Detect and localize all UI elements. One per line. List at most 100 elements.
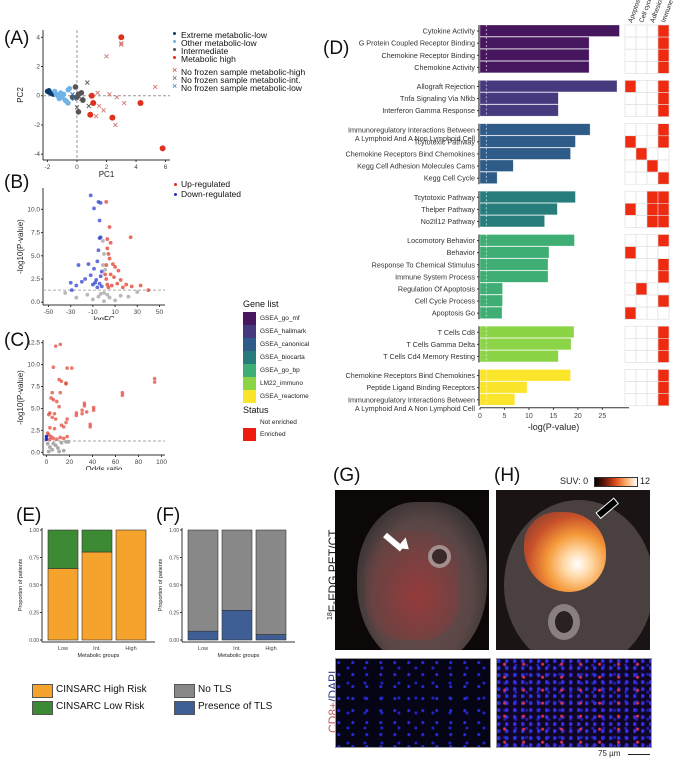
- y-tick-label: 0.50: [29, 583, 39, 589]
- data-point: [112, 275, 116, 280]
- tls-stacked-bar-chart: 0.00 0.25 0.50 0.75 1.00 Proportion of patien…: [158, 528, 295, 659]
- heatmap-cell-not-enriched: [635, 123, 648, 137]
- data-point: [63, 291, 68, 295]
- data-point: [118, 278, 123, 282]
- gene-list-label: LM22_immuno: [260, 380, 303, 387]
- data-point-x: [101, 108, 106, 113]
- data-point: [98, 291, 103, 296]
- x-stroke: [84, 80, 90, 85]
- stacked-bar-segment: [115, 529, 147, 641]
- stacked-bar-segment: [187, 529, 219, 632]
- gene-list-swatch: [243, 364, 256, 377]
- x-tick-label: 4: [134, 164, 138, 171]
- heatmap-cell-not-enriched: [646, 80, 659, 93]
- heatmap-cell-enriched: [624, 80, 637, 93]
- data-point: [97, 281, 102, 286]
- heatmap-cell-enriched: [657, 270, 670, 284]
- pet-ct-image-high: [496, 490, 650, 650]
- bar: [479, 270, 549, 283]
- data-point: [120, 390, 125, 395]
- x-tick-label: 20: [66, 459, 74, 466]
- heatmap-cell-not-enriched: [635, 80, 648, 93]
- heatmap-cell-not-enriched: [657, 246, 670, 260]
- data-point: [115, 281, 120, 286]
- heatmap-cell-not-enriched: [624, 215, 637, 228]
- legend-label: Intermediate: [181, 46, 229, 56]
- heatmap-cell-enriched: [646, 203, 659, 216]
- x-stroke: [96, 103, 102, 109]
- heatmap-cell-not-enriched: [624, 234, 637, 247]
- heatmap-cell-not-enriched: [624, 325, 637, 339]
- heatmap-cell-not-enriched: [646, 104, 659, 117]
- legend-marker-dot: [173, 48, 176, 51]
- x-tick-label: 0: [75, 164, 79, 171]
- panel-label-e: (E): [16, 505, 42, 526]
- data-point: [146, 288, 151, 293]
- y-tick-label: 1.00: [29, 528, 39, 534]
- suv-label: SUV: 0: [560, 476, 589, 486]
- heatmap-cell-not-enriched: [635, 294, 648, 308]
- data-point: [74, 413, 79, 418]
- heatmap-cell-not-enriched: [635, 215, 648, 228]
- heatmap-cell-not-enriched: [624, 393, 637, 407]
- data-point: [100, 239, 105, 243]
- data-point: [135, 290, 140, 294]
- data-point: [96, 294, 101, 299]
- data-point: [152, 376, 157, 381]
- data-point: [92, 266, 96, 271]
- data-point: [98, 200, 103, 205]
- data-point: [120, 393, 125, 398]
- data-point: [99, 284, 104, 289]
- x-stroke: [79, 96, 84, 101]
- bar: [479, 246, 550, 259]
- y-tick-label: 2.5: [31, 427, 40, 434]
- heatmap-cell-enriched: [657, 337, 670, 351]
- gene-list-label: GSEA_go_bp: [260, 367, 300, 374]
- bar-label: Kegg Cell Adhesion Molecules Cams: [357, 162, 475, 171]
- heatmap-cell-not-enriched: [635, 325, 648, 339]
- legend-marker-x: ×: [172, 65, 178, 75]
- x-stroke: [104, 53, 109, 59]
- heatmap-cell-not-enriched: [635, 234, 648, 247]
- data-point-x: [121, 100, 127, 106]
- data-point: [152, 380, 157, 384]
- legend-label: No frozen sample metabolic-high: [181, 67, 306, 77]
- x-axis-label: Metabolic groups: [218, 653, 260, 659]
- heatmap-cell-not-enriched: [635, 381, 648, 395]
- data-point: [44, 434, 49, 439]
- heatmap-cell-not-enriched: [646, 282, 659, 296]
- data-point-x: [86, 103, 92, 109]
- bar-label: Chemokine Receptors Bind Chemokines: [346, 149, 476, 158]
- heatmap-cell-enriched: [624, 135, 637, 149]
- legend-marker-dot: [173, 32, 176, 35]
- y-tick-label: 5.0: [31, 253, 40, 260]
- bar: [479, 135, 576, 148]
- suv-colorbar: [594, 477, 638, 487]
- bar: [479, 203, 558, 216]
- legend-marker-x: ×: [172, 81, 178, 91]
- x-tick-label: High: [265, 646, 276, 652]
- y-tick-label: -2: [34, 122, 40, 129]
- heatmap-cell-not-enriched: [646, 350, 659, 363]
- data-point: [76, 263, 81, 267]
- cinsarc-stacked-bar-chart: 0.00 0.25 0.50 0.75 1.00 Proportion of patien…: [18, 528, 155, 659]
- y-tick-label: 0.0: [31, 299, 40, 306]
- heatmap-cell-not-enriched: [624, 48, 637, 62]
- heatmap-cell-not-enriched: [624, 337, 637, 351]
- heatmap-cell-not-enriched: [635, 36, 648, 50]
- legend-marker-dot: [174, 183, 177, 186]
- heatmap-cell-not-enriched: [635, 171, 648, 185]
- bar-label: Peptide Ligand Binding Receptors: [366, 383, 475, 392]
- data-point: [79, 279, 84, 284]
- y-tick-label: -4: [34, 151, 40, 158]
- heatmap-cell-not-enriched: [635, 369, 648, 382]
- bar: [479, 369, 571, 382]
- bar: [479, 215, 545, 228]
- gene-list-title: Gene list: [243, 299, 279, 309]
- x-tick-label: 40: [89, 459, 97, 466]
- gene-list-label: GSEA_canonical: [260, 341, 310, 348]
- tumor-hotspot: [524, 512, 606, 592]
- heatmap-cell-not-enriched: [657, 282, 670, 296]
- heatmap-cell-not-enriched: [624, 294, 637, 308]
- bar-label: Response To Chemical Stimulus: [372, 260, 476, 269]
